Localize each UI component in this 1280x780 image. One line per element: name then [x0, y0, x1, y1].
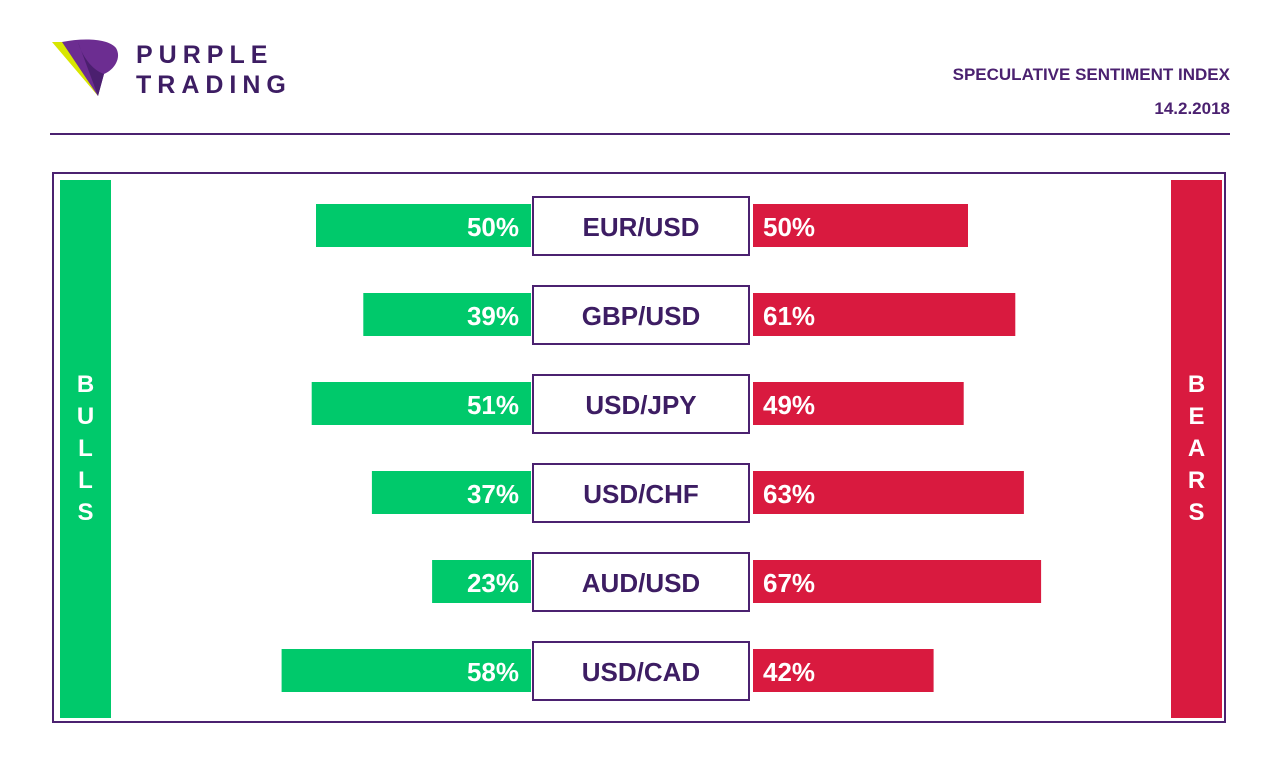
chart-frame [52, 172, 1226, 723]
page-title: SPECULATIVE SENTIMENT INDEX [952, 65, 1230, 84]
bears-label-letter: B [1187, 371, 1206, 398]
bulls-label-letter: L [78, 435, 93, 462]
brand-line-2: TRADING [136, 71, 292, 99]
brand-wordmark: PURPLE TRADING [136, 40, 292, 100]
bulls-label-letter: S [77, 499, 94, 526]
bears-label-letter: S [1188, 499, 1205, 526]
bulls-label-letter: U [76, 403, 95, 430]
purple-trading-logo [52, 39, 119, 96]
report-date: 14.2.2018 [1154, 99, 1230, 118]
bears-label-letter: E [1188, 403, 1205, 430]
header-block: SPECULATIVE SENTIMENT INDEX 14.2.2018 [953, 58, 1230, 126]
brand-line-1: PURPLE [136, 41, 274, 69]
header-divider [50, 133, 1230, 135]
bears-label-letter: A [1187, 435, 1206, 462]
bulls-label-letter: L [78, 467, 93, 494]
bears-label-letter: R [1187, 467, 1206, 494]
bulls-label-letter: B [76, 371, 95, 398]
